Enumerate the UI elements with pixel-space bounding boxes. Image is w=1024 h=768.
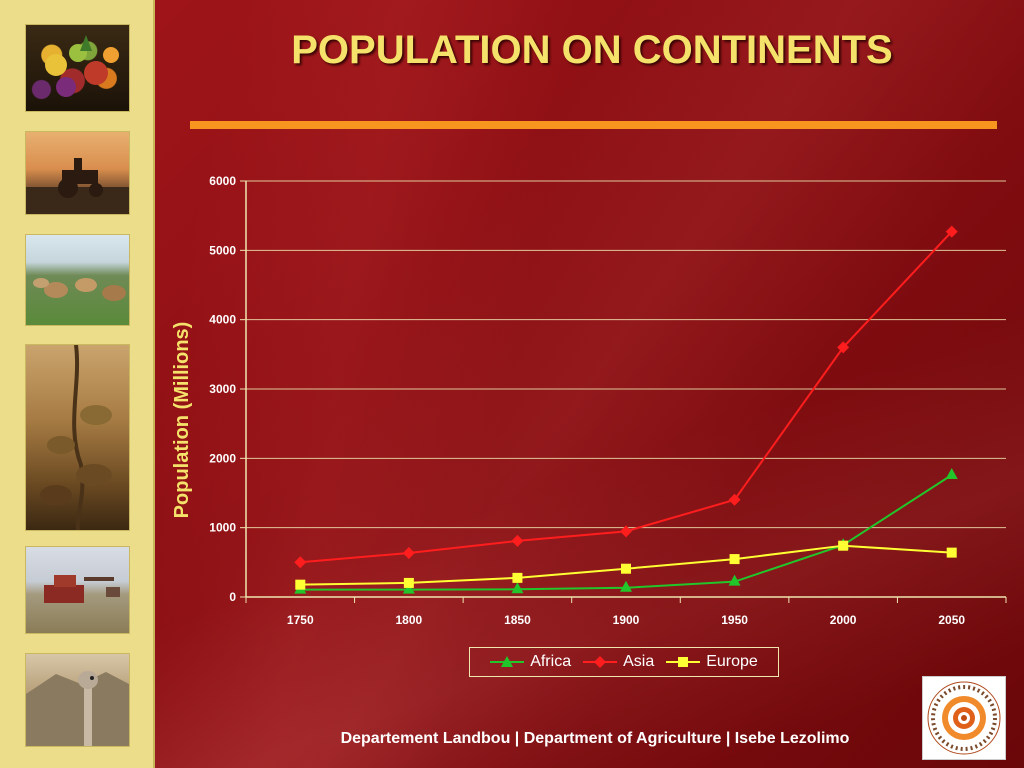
- point-europe-1950: [729, 554, 740, 565]
- point-asia-1800: [402, 546, 415, 559]
- point-europe-1900: [621, 563, 631, 574]
- series-asia: [294, 225, 958, 569]
- legend-africa-label: Africa: [530, 653, 572, 670]
- point-africa-1950: [728, 574, 741, 586]
- legend-item-africa: Africa: [490, 653, 571, 671]
- tractor-photo: [25, 131, 130, 215]
- point-africa-1800: [402, 582, 415, 594]
- point-africa-1900: [620, 580, 632, 592]
- gridlines: [246, 180, 1006, 529]
- point-asia-1950: [728, 493, 741, 506]
- legend-asia-label: Asia: [623, 653, 655, 670]
- legend-item-asia: Asia: [583, 653, 654, 671]
- title-underline: [190, 121, 997, 129]
- ostrich-photo: [25, 653, 130, 747]
- series: [294, 225, 958, 594]
- point-europe-2050: [946, 547, 957, 558]
- population-line-chart: 0 1000 2000 3000 4000 5000 6000 1750 1800 1850 190…: [171, 174, 1007, 627]
- x-tick-label-2050: 2050: [938, 613, 965, 627]
- y-axis-label: Population (Millions): [171, 322, 193, 519]
- point-europe-2000: [838, 540, 849, 551]
- point-europe-1750: [295, 579, 306, 590]
- y-tick-label-3000: 3000: [209, 382, 236, 396]
- sidebar: [0, 0, 155, 768]
- x-tick-label-1900: 1900: [613, 613, 640, 627]
- legend-europe-label: Europe: [706, 653, 758, 670]
- point-asia-2000: [837, 341, 850, 354]
- point-asia-1900: [620, 525, 632, 538]
- vineyard-photo: [25, 344, 130, 531]
- axes: 0 1000 2000 3000 4000 5000 6000 1750 1800 1850 190…: [209, 174, 1007, 627]
- x-tick-label-1950: 1950: [721, 613, 748, 627]
- fruit-basket-photo: [25, 24, 130, 112]
- y-tick-label-6000: 6000: [209, 174, 236, 188]
- legend-asia-swatch: [583, 656, 618, 668]
- point-europe-1850: [512, 572, 523, 583]
- y-tick-label-5000: 5000: [209, 243, 236, 257]
- legend-europe-swatch: [666, 657, 701, 667]
- y-tick-label-1000: 1000: [209, 521, 236, 535]
- footer-text: Departement Landbou | Department of Agri…: [340, 730, 850, 747]
- western-cape-logo: [922, 676, 1006, 760]
- point-africa-2050: [945, 467, 958, 479]
- x-tick-label-1850: 1850: [504, 613, 531, 627]
- y-tick-label-2000: 2000: [209, 451, 236, 465]
- x-tick-label-1800: 1800: [396, 613, 423, 627]
- y-tick-label-4000: 4000: [209, 313, 236, 327]
- legend-item-europe: Europe: [666, 653, 758, 671]
- point-asia-1750: [294, 556, 307, 569]
- series-line-asia: [300, 230, 953, 564]
- point-asia-2050: [945, 225, 958, 238]
- x-tick-label-2000: 2000: [830, 613, 857, 627]
- cattle-photo: [25, 234, 130, 326]
- point-asia-1850: [511, 534, 524, 547]
- x-tick-label-1750: 1750: [287, 613, 314, 627]
- chart-legend: Africa Asia Europe: [469, 647, 779, 677]
- series-europe: [295, 540, 957, 590]
- slide-title: POPULATION ON CONTINENTS: [291, 28, 893, 72]
- point-africa-1850: [511, 582, 524, 594]
- legend-africa-swatch: [490, 656, 525, 667]
- point-europe-1800: [403, 577, 414, 588]
- y-tick-label-0: 0: [229, 590, 236, 604]
- harvester-photo: [25, 546, 130, 634]
